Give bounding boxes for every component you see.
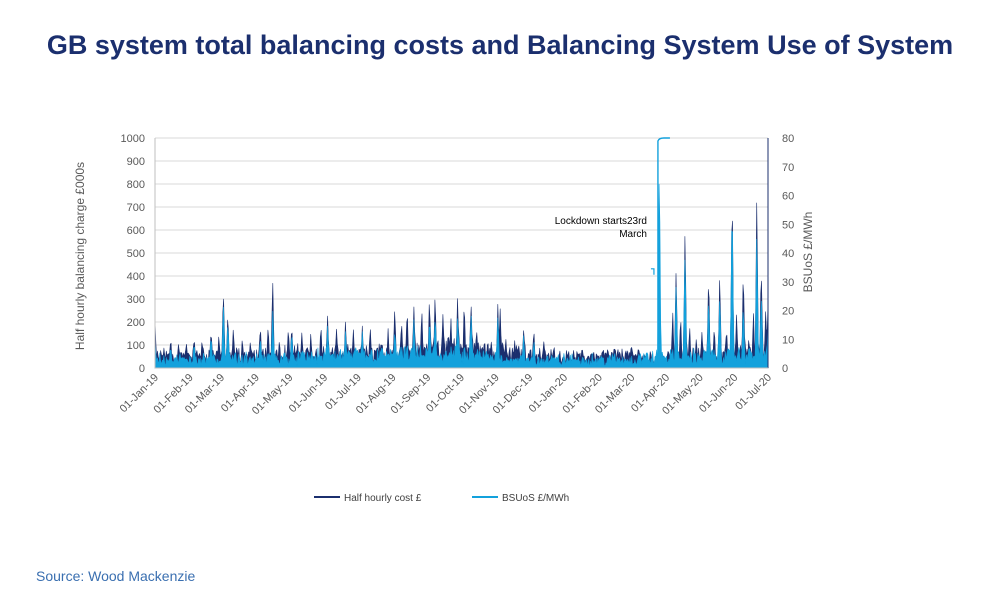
source-note: Source: Wood Mackenzie (36, 568, 196, 584)
axes: 0 100 200 300 400 500 600 700 800 900 1000 0 10 20 30 4… (118, 133, 795, 417)
annotation-marker (651, 137, 670, 365)
y-tick-label: 100 (127, 340, 145, 352)
y2-tick-label: 60 (782, 191, 794, 203)
y-tick-label: 900 (127, 156, 145, 168)
y-axis-label: Half hourly balancing charge £000s (73, 162, 87, 350)
annotation-label-line2: March (619, 229, 647, 240)
y2-tick-label: 20 (782, 306, 794, 318)
legend-label-bsuos: BSUoS £/MWh (502, 493, 569, 504)
y-tick-label: 800 (127, 179, 145, 191)
y-tick-label: 1000 (121, 133, 145, 145)
series-bsuos (154, 184, 769, 369)
y-tick-label: 700 (127, 202, 145, 214)
legend-label-cost: Half hourly cost £ (344, 493, 422, 504)
y-tick-label: 300 (127, 294, 145, 306)
y2-tick-label: 10 (782, 334, 794, 346)
annotation-leader (650, 268, 655, 275)
y2-axis-label: BSUoS £/MWh (801, 212, 815, 293)
y2-tick-label: 50 (782, 219, 794, 231)
y-tick-label: 400 (127, 271, 145, 283)
y2-tick-label: 0 (782, 363, 788, 375)
x-tick-label: 01-Jul-20 (733, 372, 774, 413)
y-tick-label: 200 (127, 317, 145, 329)
series-half-hourly-cost (154, 202, 769, 369)
annotation-label-line1: Lockdown starts23rd (555, 216, 647, 227)
y2-tick-label: 70 (782, 162, 794, 174)
y2-tick-label: 80 (782, 133, 794, 145)
y-tick-label: 500 (127, 248, 145, 260)
y-tick-label: 0 (139, 363, 145, 375)
page-title: GB system total balancing costs and Bala… (46, 30, 954, 60)
annotation: Lockdown starts23rd March (555, 137, 670, 365)
y2-tick-label: 40 (782, 248, 794, 260)
legend: Half hourly cost £ BSUoS £/MWh (314, 493, 569, 504)
y-tick-label: 600 (127, 225, 145, 237)
y2-tick-label: 30 (782, 277, 794, 289)
series-layer (154, 184, 769, 369)
